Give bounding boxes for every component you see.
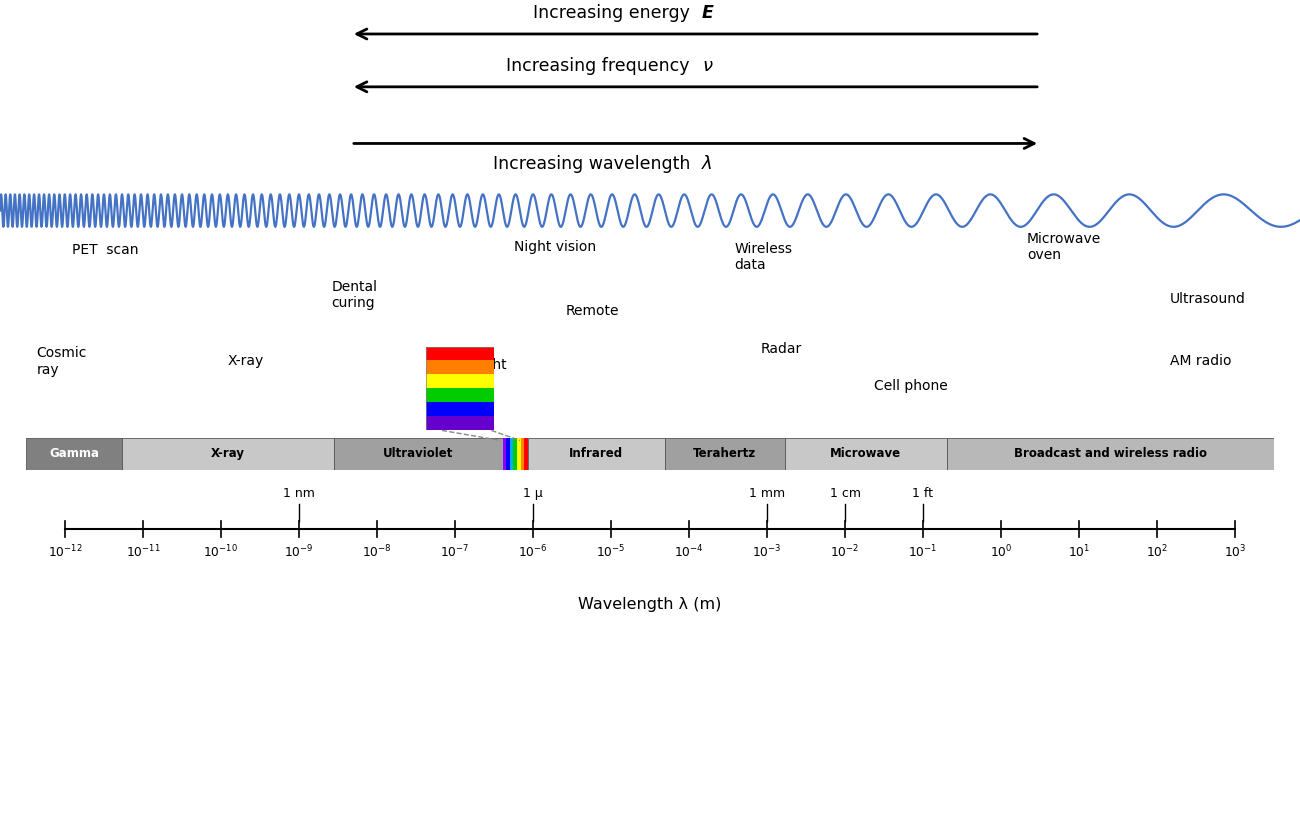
Bar <box>506 438 510 470</box>
Bar <box>520 438 524 470</box>
Text: Radar: Radar <box>760 342 802 356</box>
Text: 1 nm: 1 nm <box>283 487 315 500</box>
Text: Microwave: Microwave <box>831 447 901 461</box>
Text: $10^{-7}$: $10^{-7}$ <box>441 544 469 560</box>
Text: λ: λ <box>702 155 712 173</box>
Text: Microwave
oven: Microwave oven <box>1027 232 1101 262</box>
Text: $10^{-3}$: $10^{-3}$ <box>753 544 781 560</box>
Text: Gamma: Gamma <box>49 447 99 461</box>
Text: X-ray: X-ray <box>211 447 246 461</box>
Text: $10^{-6}$: $10^{-6}$ <box>519 544 547 560</box>
Bar <box>426 388 494 403</box>
Text: 1 ft: 1 ft <box>913 487 933 500</box>
Text: Wireless
data: Wireless data <box>734 242 793 273</box>
Bar <box>517 438 520 470</box>
Bar <box>503 438 506 470</box>
Text: $10^{-1}$: $10^{-1}$ <box>909 544 937 560</box>
Text: Remote: Remote <box>566 305 619 319</box>
Bar <box>666 438 785 470</box>
Text: 1 cm: 1 cm <box>829 487 861 500</box>
Bar <box>426 374 494 388</box>
Text: $10^{-10}$: $10^{-10}$ <box>203 544 239 560</box>
Text: $10^{-12}$: $10^{-12}$ <box>48 544 82 560</box>
Bar <box>426 361 494 374</box>
Text: $10^{-4}$: $10^{-4}$ <box>675 544 703 560</box>
Bar <box>426 416 494 430</box>
Bar <box>510 438 514 470</box>
Text: $10^{-2}$: $10^{-2}$ <box>831 544 859 560</box>
Text: Infrared: Infrared <box>569 447 624 461</box>
Text: Ultraviolet: Ultraviolet <box>384 447 454 461</box>
Bar <box>528 438 666 470</box>
Text: $10^{-11}$: $10^{-11}$ <box>126 544 160 560</box>
Text: Night vision: Night vision <box>514 240 595 254</box>
Bar <box>426 347 494 361</box>
Text: Visible light: Visible light <box>426 357 507 372</box>
Text: Cosmic
ray: Cosmic ray <box>36 347 87 377</box>
Text: Broadcast and wireless radio: Broadcast and wireless radio <box>1014 447 1206 461</box>
Text: Increasing energy: Increasing energy <box>533 4 696 22</box>
Text: Increasing wavelength: Increasing wavelength <box>493 155 696 173</box>
Bar <box>334 438 503 470</box>
Bar <box>785 438 946 470</box>
Text: X-ray: X-ray <box>227 354 264 368</box>
Bar <box>26 438 122 470</box>
Text: ν: ν <box>702 57 712 75</box>
Text: $10^{-5}$: $10^{-5}$ <box>597 544 625 560</box>
Text: Dental
curing: Dental curing <box>332 279 377 310</box>
Text: Increasing frequency: Increasing frequency <box>507 57 696 75</box>
Text: PET  scan: PET scan <box>72 243 138 257</box>
Text: 1 mm: 1 mm <box>749 487 785 500</box>
Bar <box>514 438 517 470</box>
Text: $10^{1}$: $10^{1}$ <box>1067 544 1091 560</box>
Bar <box>122 438 334 470</box>
Text: $10^{-9}$: $10^{-9}$ <box>285 544 313 560</box>
Bar <box>946 438 1274 470</box>
Text: Terahertz: Terahertz <box>693 447 757 461</box>
Text: $10^{0}$: $10^{0}$ <box>989 544 1013 560</box>
Text: 1 μ: 1 μ <box>523 487 543 500</box>
Text: AM radio: AM radio <box>1170 354 1231 368</box>
Text: $10^{-8}$: $10^{-8}$ <box>363 544 391 560</box>
Bar <box>524 438 528 470</box>
Text: Cell phone: Cell phone <box>874 379 948 393</box>
Text: $10^{3}$: $10^{3}$ <box>1223 544 1247 560</box>
Text: Wavelength λ (m): Wavelength λ (m) <box>578 597 722 612</box>
Text: $10^{2}$: $10^{2}$ <box>1145 544 1169 560</box>
Bar <box>426 403 494 416</box>
Text: E: E <box>702 4 714 22</box>
Text: Ultrasound: Ultrasound <box>1170 292 1245 306</box>
